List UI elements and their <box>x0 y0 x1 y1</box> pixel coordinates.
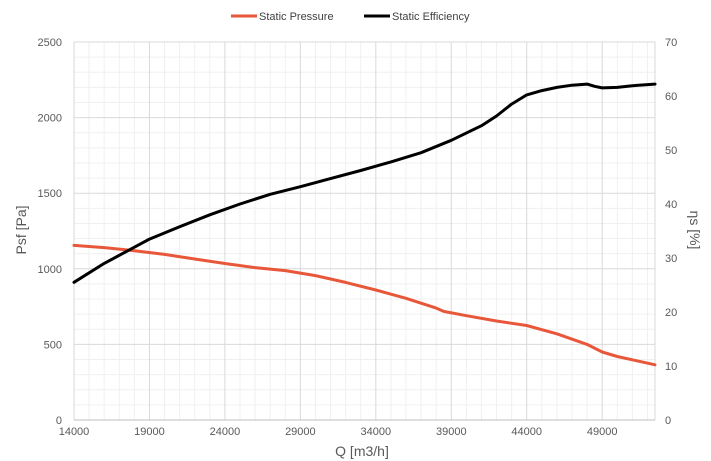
y2-tick-label: 50 <box>665 145 677 157</box>
x-tick-label: 34000 <box>361 426 392 438</box>
x-tick-label: 49000 <box>587 426 618 438</box>
y2-tick-label: 40 <box>665 199 677 211</box>
series-line-static-pressure <box>72 243 657 367</box>
y-tick-label: 1000 <box>38 264 62 276</box>
axes: 14000 19000 24000 29000 34000 39000 44000 49000… <box>38 37 678 438</box>
y2-tick-label: 20 <box>665 307 677 319</box>
x-tick-label: 19000 <box>134 426 165 438</box>
y-tick-label: 2500 <box>38 37 62 49</box>
legend-label-static-efficiency: Static Efficiency <box>392 11 470 23</box>
series-line-static-efficiency <box>72 82 657 284</box>
x-tick-label: 39000 <box>436 426 467 438</box>
y2-tick-label: 0 <box>665 415 671 427</box>
x-tick-label: 24000 <box>210 426 241 438</box>
legend: Static Pressure Static Efficiency <box>231 11 470 23</box>
y-tick-label: 500 <box>44 339 62 351</box>
y2-axis-title: ηs [%] <box>687 211 703 250</box>
y-tick-label: 1500 <box>38 188 62 200</box>
x-tick-label: 29000 <box>285 426 316 438</box>
y2-tick-label: 60 <box>665 91 677 103</box>
x-tick-label: 44000 <box>511 426 542 438</box>
x-tick-label: 14000 <box>59 426 90 438</box>
y2-tick-label: 30 <box>665 253 677 265</box>
legend-label-static-pressure: Static Pressure <box>259 11 334 23</box>
series-lines <box>72 82 657 367</box>
y2-tick-label: 10 <box>665 361 677 373</box>
y-axis-title: Psf [Pa] <box>13 205 29 254</box>
x-axis-title: Q [m3/h] <box>335 443 389 459</box>
y-tick-label: 0 <box>56 415 62 427</box>
y2-tick-label: 70 <box>665 37 677 49</box>
grid <box>73 41 656 421</box>
y-tick-label: 2000 <box>38 113 62 125</box>
